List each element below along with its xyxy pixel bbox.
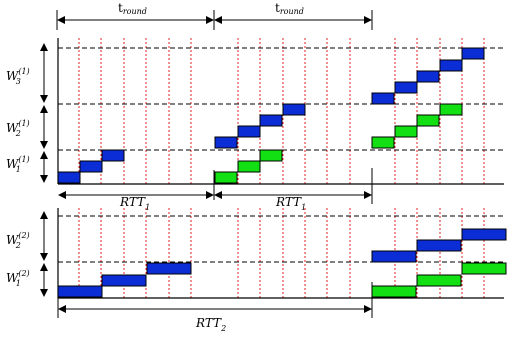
- t-round-arrows: [56, 10, 373, 30]
- green-packet: [461, 262, 507, 275]
- blue-packet: [394, 81, 418, 94]
- blue-packet: [259, 114, 283, 127]
- green-packet: [371, 136, 395, 149]
- t-round-label-1: tround: [118, 1, 147, 16]
- blue-packet: [57, 285, 103, 298]
- green-packet: [259, 149, 283, 162]
- blue-packet: [371, 250, 417, 263]
- label-w1-1: W(1) 1: [6, 155, 30, 174]
- blue-packet: [282, 103, 306, 116]
- blue-packet: [79, 160, 103, 173]
- blue-packet: [461, 47, 485, 60]
- blue-packet: [461, 228, 507, 241]
- green-packet: [416, 274, 462, 287]
- green-packet: [371, 285, 417, 298]
- blue-packet: [371, 92, 395, 105]
- blue-packet: [416, 239, 462, 252]
- label-rtt2: RTT2: [195, 316, 226, 333]
- blue-packet: [416, 70, 440, 83]
- lower-axes: [40, 208, 504, 318]
- t-round-label-2: tround: [275, 1, 304, 16]
- green-packet: [416, 114, 440, 127]
- green-packet: [439, 103, 463, 116]
- blue-packet: [57, 171, 81, 184]
- blue-packet: [146, 262, 192, 275]
- label-rtt1-a: RTT1: [119, 195, 150, 212]
- blue-packet: [214, 136, 238, 149]
- blue-packet: [101, 274, 147, 287]
- blue-packet: [439, 59, 463, 72]
- label-w1-2: W(2) 1: [6, 269, 30, 288]
- blue-packet: [101, 149, 125, 162]
- packet-blocks: [57, 47, 507, 298]
- label-rtt1-b: RTT1: [275, 195, 306, 212]
- green-packet: [214, 171, 238, 184]
- label-w3-1: W(1) 3: [6, 67, 30, 86]
- upper-axes: [40, 38, 504, 204]
- label-w2-2: W(2) 2: [6, 231, 30, 250]
- green-packet: [237, 160, 261, 173]
- label-w2-1: W(1) 2: [6, 119, 30, 138]
- blue-packet: [237, 125, 261, 138]
- green-packet: [394, 125, 418, 138]
